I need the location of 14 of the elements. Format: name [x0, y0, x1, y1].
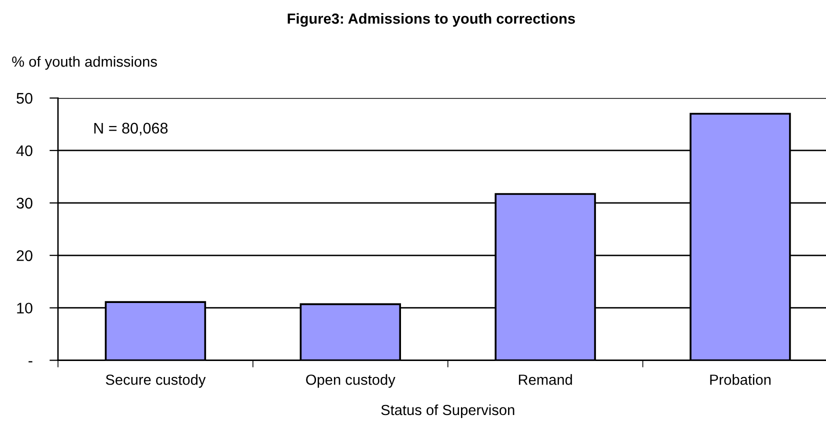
x-tick-label: Probation: [710, 374, 771, 385]
y-tick-label: -: [28, 361, 32, 362]
y-tick-label: 40: [16, 145, 32, 156]
y-axis-title: % of youth admissions: [12, 56, 157, 70]
x-tick-label: Secure custody: [106, 374, 206, 388]
y-tick-label: 50: [16, 92, 32, 104]
chart-title: Figure3: Admissions to youth corrections: [288, 13, 575, 27]
y-tick-label: 10: [17, 302, 32, 314]
y-tick-label: 30: [16, 198, 32, 209]
x-axis-title: Status of Supervison: [381, 404, 514, 418]
x-tick-label: Open custody: [306, 374, 396, 388]
annotation: N = 80,068: [94, 122, 168, 136]
x-tick-label: Remand: [518, 374, 572, 385]
y-tick-label: 20: [16, 250, 32, 262]
